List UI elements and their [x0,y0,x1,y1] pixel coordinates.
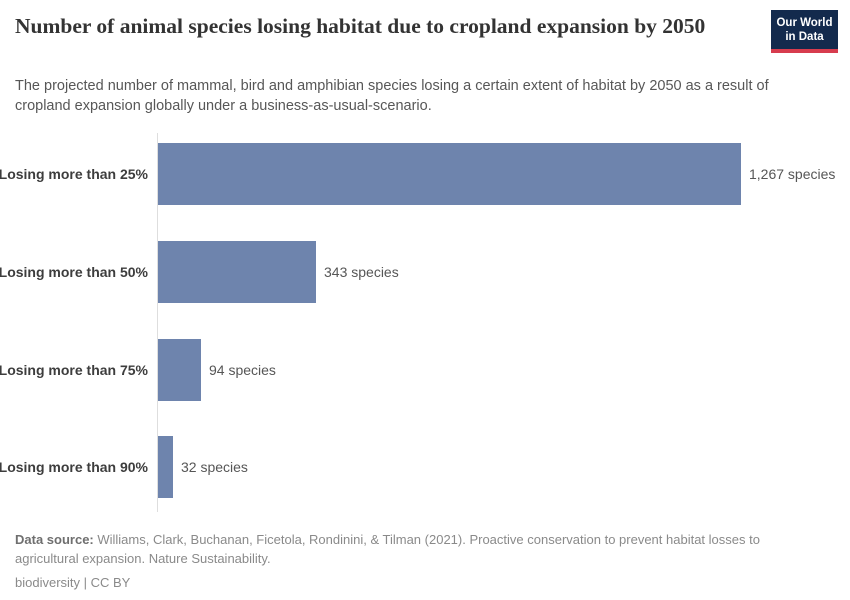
bar-row: Losing more than 25% 1,267 species [0,143,850,205]
bar [158,143,741,205]
owid-logo-line1: Our World [776,17,833,29]
bar-row: Losing more than 50% 343 species [0,241,850,303]
bar-row: Losing more than 90% 32 species [0,436,850,498]
value-label: 1,267 species [749,166,836,182]
page-title: Number of animal species losing habitat … [15,14,706,38]
bar [158,339,201,401]
chart-footer: Data source: Williams, Clark, Buchanan, … [15,530,825,592]
category-label: Losing more than 75% [0,362,148,378]
owid-logo: Our World in Data [771,10,838,53]
y-axis-line [157,133,158,512]
license-text: biodiversity | CC BY [15,575,131,590]
bar [158,436,173,498]
data-source-label: Data source: [15,532,94,547]
chart-subtitle: The projected number of mammal, bird and… [15,78,769,114]
value-label: 343 species [324,264,399,280]
owid-logo-line2: in Data [785,31,824,43]
bar-row: Losing more than 75% 94 species [0,339,850,401]
category-label: Losing more than 90% [0,459,148,475]
bar [158,241,316,303]
value-label: 32 species [181,459,248,475]
value-label: 94 species [209,362,276,378]
category-label: Losing more than 25% [0,166,148,182]
data-source-citation: Williams, Clark, Buchanan, Ficetola, Ron… [15,532,760,566]
data-source-text: Data source: Williams, Clark, Buchanan, … [15,530,825,568]
category-label: Losing more than 50% [0,264,148,280]
